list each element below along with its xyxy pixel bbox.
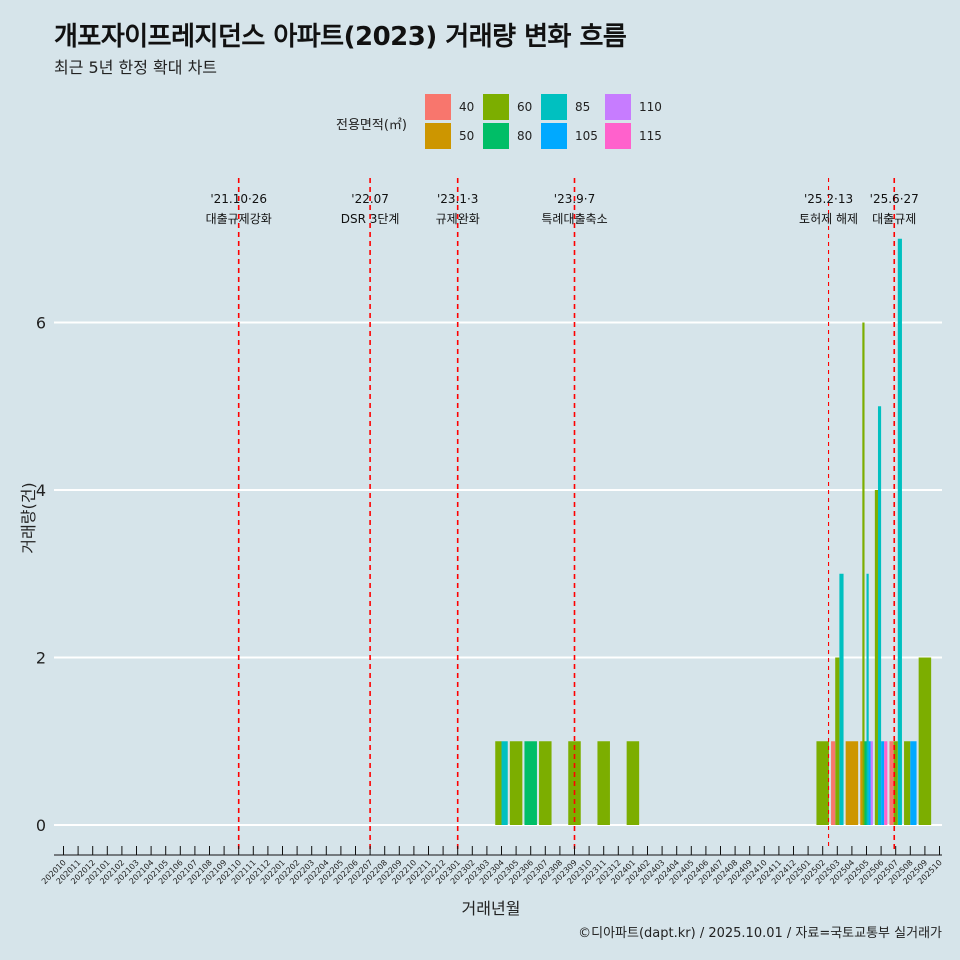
bar-202506-85 <box>877 406 882 825</box>
y-tick-label-0: 0 <box>36 816 46 835</box>
annotation-date-202301: '23.1·3 <box>437 192 478 206</box>
bar-202505-60 <box>862 322 865 825</box>
bar-202505-80 <box>864 741 867 825</box>
legend-label-40: 40 <box>459 100 475 114</box>
bar-202503-40 <box>831 741 836 825</box>
bar-202503-60 <box>835 657 840 825</box>
bar-202505-50 <box>860 741 863 825</box>
bar-202502-60 <box>816 741 829 825</box>
bar-202506-115 <box>884 741 888 825</box>
bar-202505-105 <box>868 741 871 825</box>
legend-swatch-80 <box>483 123 509 149</box>
bars-group <box>495 238 932 825</box>
bar-202311-60 <box>597 741 610 825</box>
bar-202508-60 <box>904 741 911 825</box>
legend-label-60: 60 <box>517 100 533 114</box>
y-tick-label-6: 6 <box>36 314 46 333</box>
legend-swatch-60 <box>483 94 509 120</box>
annotation-date-202502: '25.2·13 <box>804 192 853 206</box>
legend-title: 전용면적(㎡) <box>336 118 407 133</box>
bar-202503-85 <box>839 573 844 825</box>
annotation-label-202309: 특례대출축소 <box>541 212 607 226</box>
axes-group: 2020102020112020122021012021022021032021… <box>40 846 944 886</box>
legend-swatch-110 <box>605 94 631 120</box>
legend-label-110: 110 <box>639 100 662 114</box>
source-caption: ©디아파트(dapt.kr) / 2025.10.01 / 자료=국토교통부 실… <box>578 926 942 941</box>
legend-label-85: 85 <box>575 100 591 114</box>
bar-202307-60 <box>539 741 552 825</box>
chart-subtitle: 최근 5년 한정 확대 차트 <box>54 58 218 77</box>
legend-swatch-105 <box>541 123 567 149</box>
annotation-label-202506: 대출규제 <box>872 212 916 226</box>
y-axis-title: 거래량(건) <box>19 482 38 553</box>
bar-202505-85 <box>866 573 869 825</box>
bar-202306-80 <box>524 741 537 825</box>
annotation-date-202207: '22.07 <box>351 192 389 206</box>
bar-202507-40 <box>889 741 894 825</box>
legend-label-105: 105 <box>575 129 598 143</box>
annotation-label-202301: 규제완화 <box>436 212 480 226</box>
legend-swatch-85 <box>541 94 567 120</box>
legend-swatch-115 <box>605 123 631 149</box>
grid-lines: 0 2 4 6 <box>36 314 942 835</box>
annotation-label-202207: DSR 3단계 <box>341 212 400 226</box>
bar-202506-105 <box>881 741 885 825</box>
bar-202304-85 <box>501 741 508 825</box>
bar-202507-85 <box>897 238 902 825</box>
legend-label-50: 50 <box>459 129 475 143</box>
chart-title: 개포자이프레지던스 아파트(2023) 거래량 변화 흐름 <box>54 22 627 52</box>
bar-202305-60 <box>509 741 523 825</box>
bar-202507-60 <box>893 741 898 825</box>
y-tick-label-2: 2 <box>36 649 46 668</box>
annotation-label-202110: 대출규제강화 <box>206 212 272 226</box>
annotation-date-202506: '25.6·27 <box>870 192 919 206</box>
bar-202505-110 <box>870 741 873 825</box>
bar-202304-60 <box>495 741 502 825</box>
annotation-date-202110: '21.10·26 <box>210 192 267 206</box>
legend-label-80: 80 <box>517 129 533 143</box>
y-tick-label-4: 4 <box>36 481 46 500</box>
annotation-date-202309: '23.9·7 <box>554 192 595 206</box>
legend-label-115: 115 <box>639 129 662 143</box>
bar-202504-50 <box>845 741 859 825</box>
bar-202508-105 <box>910 741 917 825</box>
bar-202509-60 <box>918 657 932 825</box>
legend-swatch-40 <box>425 94 451 120</box>
annotations-group: '21.10·26 대출규제강화 '22.07 DSR 3단계 '23.1·3 규제완화 '… <box>206 178 919 850</box>
legend-swatch-50 <box>425 123 451 149</box>
annotation-label-202502: 토허제 해제 <box>799 212 858 226</box>
bar-202401-60 <box>626 741 640 825</box>
bar-202506-60 <box>874 490 878 825</box>
x-axis-title: 거래년월 <box>462 899 521 918</box>
